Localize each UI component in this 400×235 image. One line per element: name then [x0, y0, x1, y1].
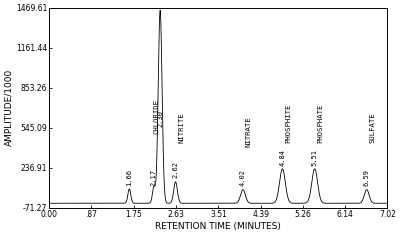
Text: 5.51: 5.51 [312, 149, 318, 166]
Text: 4.84: 4.84 [280, 149, 286, 166]
Text: PHOSPHITE: PHOSPHITE [285, 103, 291, 143]
Text: 2.62: 2.62 [172, 161, 178, 178]
Text: 2.30: 2.30 [157, 110, 163, 127]
Y-axis label: AMPLITUDE/1000: AMPLITUDE/1000 [4, 69, 13, 146]
Text: NITRATE: NITRATE [246, 116, 252, 147]
Text: NITRITE: NITRITE [178, 112, 184, 143]
Text: 2.17: 2.17 [151, 169, 157, 186]
Text: 1.66: 1.66 [126, 169, 132, 186]
Text: CHLORIDE: CHLORIDE [153, 99, 159, 134]
Text: 6.59: 6.59 [364, 169, 370, 186]
Text: 4.02: 4.02 [240, 169, 246, 186]
Text: PHOSPHATE: PHOSPHATE [318, 103, 324, 143]
Text: SULFATE: SULFATE [370, 112, 376, 143]
X-axis label: RETENTION TIME (MINUTES): RETENTION TIME (MINUTES) [156, 222, 281, 231]
